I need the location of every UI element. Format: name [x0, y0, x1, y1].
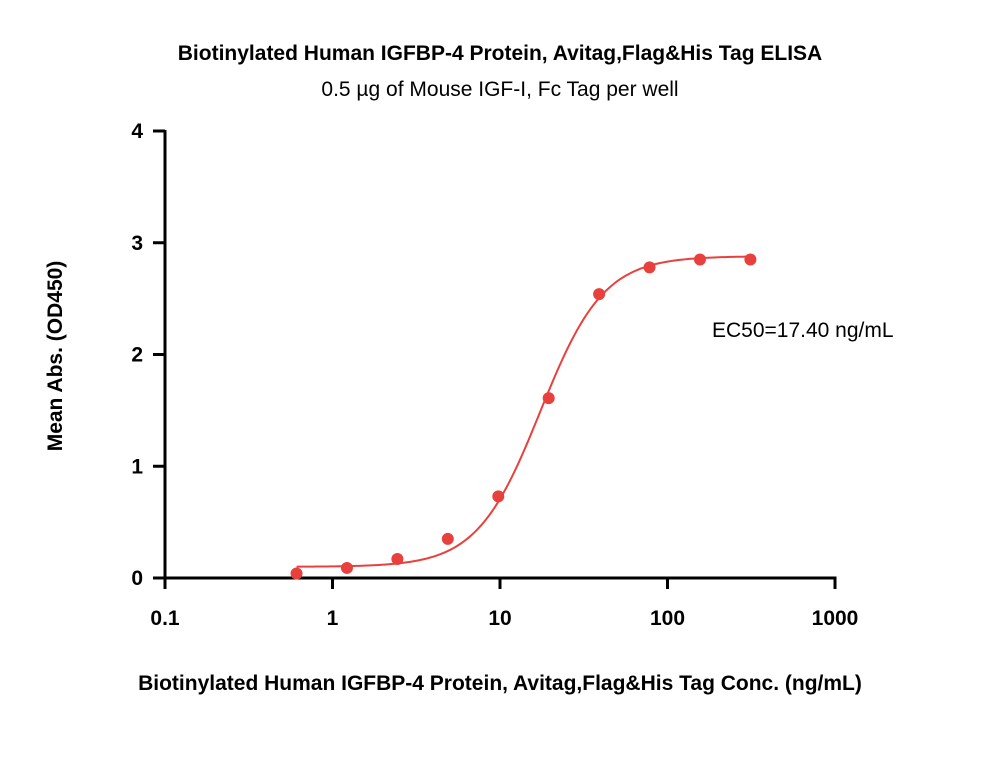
- y-tick-label: 1: [131, 455, 143, 478]
- data-point: [492, 490, 505, 503]
- data-point: [290, 567, 303, 580]
- x-tick-label: 0.1: [150, 607, 180, 630]
- fit-curve-layer: [296, 255, 751, 568]
- x-tick-label: 100: [650, 607, 685, 630]
- data-point: [340, 561, 353, 574]
- data-point: [391, 553, 404, 566]
- data-point: [593, 288, 606, 301]
- data-point: [643, 261, 656, 274]
- data-point: [693, 253, 706, 266]
- ec50-annotation: EC50=17.40 ng/mL: [712, 319, 894, 342]
- y-axis-label: Mean Abs. (OD450): [44, 261, 67, 452]
- chart-title: Biotinylated Human IGFBP-4 Protein, Avit…: [178, 42, 822, 65]
- chart-subtitle: 0.5 µg of Mouse IGF-I, Fc Tag per well: [321, 78, 678, 101]
- x-tick-label: 10: [488, 607, 511, 630]
- y-tick-label: 0: [131, 567, 143, 590]
- axes: 0.1 1 10 100 1000 0 1 2 3 4: [131, 120, 858, 630]
- data-points-layer: [290, 253, 757, 580]
- data-point: [441, 532, 454, 545]
- y-tick-label: 3: [131, 232, 143, 255]
- x-tick-label: 1000: [812, 607, 859, 630]
- x-tick-label: 1: [327, 607, 339, 630]
- data-point: [542, 392, 555, 405]
- y-tick-label: 2: [131, 344, 143, 367]
- y-tick-label: 4: [131, 120, 143, 143]
- data-point: [744, 253, 757, 266]
- fit-curve: [296, 255, 751, 568]
- x-axis-label: Biotinylated Human IGFBP-4 Protein, Avit…: [138, 672, 862, 695]
